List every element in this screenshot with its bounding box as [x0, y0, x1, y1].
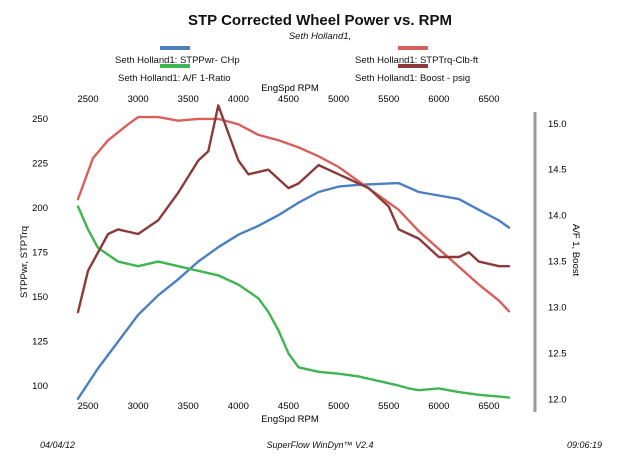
x-top-tick-label: 5000 — [328, 94, 349, 105]
x-bottom-tick-label: 5500 — [378, 401, 399, 412]
footer-software: SuperFlow WinDyn™ V2.4 — [266, 440, 374, 450]
x-bottom-tick-label: 2500 — [77, 401, 98, 412]
y-right-tick-label: 12.0 — [548, 394, 567, 405]
y-left-tick-labels: 100 125 150 175 200 225 250 — [32, 114, 48, 392]
y-axis-label-right: A/F 1, Boost — [570, 224, 581, 277]
footer-date: 04/04/12 — [40, 440, 76, 450]
boost-series-line — [76, 104, 511, 314]
x-axis-label-bottom: EngSpd RPM — [261, 414, 319, 425]
y-left-tick-label: 100 — [32, 381, 48, 392]
x-bottom-tick-label: 6500 — [478, 401, 499, 412]
x-top-tick-label: 5500 — [378, 94, 399, 105]
x-bottom-tick-labels: 2500 3000 3500 4000 4500 5000 5500 6000 6500 — [77, 401, 499, 412]
y-left-tick-label: 200 — [32, 203, 48, 214]
x-bottom-tick-label: 4500 — [278, 401, 299, 412]
torque-series-line — [76, 115, 511, 313]
x-top-tick-label: 6000 — [428, 94, 449, 105]
legend-swatch-power — [160, 46, 190, 50]
legend-swatch-boost — [398, 64, 428, 68]
legend-label-af: Seth Holland1: A/F 1-Ratio — [118, 73, 231, 84]
y-right-tick-labels: 12.0 12.5 13.0 13.5 14.0 14.5 15.0 — [548, 119, 567, 406]
af-ratio-series-line — [76, 205, 511, 399]
chart-title: STP Corrected Wheel Power vs. RPM — [188, 12, 452, 29]
y-right-tick-label: 14.0 — [548, 211, 567, 222]
y-left-tick-label: 175 — [32, 248, 48, 259]
x-top-tick-labels: 2500 3000 3500 4000 4500 5000 5500 6000 6500 — [77, 94, 499, 105]
x-bottom-tick-label: 3000 — [128, 401, 149, 412]
power-series-line — [76, 181, 511, 400]
x-bottom-tick-label: 6000 — [428, 401, 449, 412]
y-left-tick-label: 250 — [32, 114, 48, 125]
y-right-tick-label: 12.5 — [548, 348, 567, 359]
x-top-tick-label: 6500 — [478, 94, 499, 105]
x-top-tick-label: 4500 — [278, 94, 299, 105]
footer-time: 09:06:19 — [567, 440, 603, 450]
y-left-tick-label: 150 — [32, 292, 48, 303]
y-right-tick-label: 13.0 — [548, 303, 567, 314]
x-top-tick-label: 4000 — [228, 94, 249, 105]
legend-swatch-af — [160, 64, 190, 68]
x-bottom-tick-label: 5000 — [328, 401, 349, 412]
y-right-tick-label: 15.0 — [548, 119, 567, 130]
y-right-tick-label: 14.5 — [548, 165, 567, 176]
x-top-tick-label: 3500 — [178, 94, 199, 105]
x-top-tick-label: 2500 — [77, 94, 98, 105]
x-bottom-tick-label: 4000 — [228, 401, 249, 412]
x-axis-label-top: EngSpd RPM — [261, 83, 319, 94]
x-bottom-tick-label: 3500 — [178, 401, 199, 412]
legend-label-boost: Seth Holland1: Boost - psig — [355, 73, 471, 84]
series-layer — [76, 104, 511, 400]
y-left-tick-label: 225 — [32, 158, 48, 169]
x-top-tick-label: 3000 — [128, 94, 149, 105]
y-axis-label-left: STPPwr, STPTrq — [19, 226, 30, 298]
legend-label-torque: Seth Holland1: STPTrq-Clb-ft — [355, 55, 479, 66]
legend-label-power: Seth Holland1: STPPwr- CHp — [115, 55, 240, 66]
chart-subtitle: Seth Holland1, — [288, 31, 352, 42]
y-left-tick-label: 125 — [32, 337, 48, 348]
y-right-tick-label: 13.5 — [548, 257, 567, 268]
legend-swatch-torque — [398, 46, 428, 50]
